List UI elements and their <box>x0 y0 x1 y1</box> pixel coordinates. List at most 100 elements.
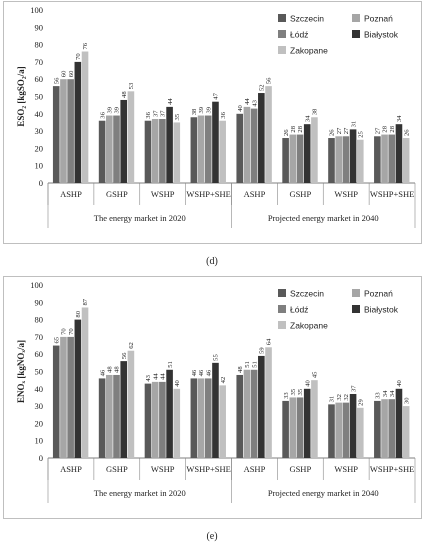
category-label-d-3: WSHP+SHE <box>186 189 230 199</box>
data-label-e-7-0: 33 <box>375 392 382 399</box>
data-label-e-1-4: 62 <box>128 342 135 349</box>
y-tick-label-e-2: 20 <box>35 418 44 428</box>
bar-d-5-0 <box>282 138 289 183</box>
bar-d-0-3 <box>74 61 82 183</box>
y-tick-label-d-6: 60 <box>35 74 44 84</box>
data-label-d-5-2: 28 <box>297 125 304 132</box>
data-label-e-6-3: 37 <box>350 385 357 392</box>
y-axis-label-d: ESO₂ [kgSO₂/a] <box>16 66 26 126</box>
legend-label-d-3: Białystok <box>364 30 399 40</box>
data-label-e-0-1: 70 <box>61 328 68 335</box>
data-label-d-6-3: 31 <box>350 121 357 128</box>
bar-d-7-4 <box>402 138 410 183</box>
bar-d-4-1 <box>243 106 251 183</box>
data-label-e-5-0: 33 <box>283 392 290 399</box>
y-tick-label-e-7: 70 <box>35 332 44 342</box>
group-label-e-1: Projected energy market in 2040 <box>268 488 379 498</box>
bar-d-6-2 <box>342 136 350 183</box>
group-label-e-0: The energy market in 2020 <box>94 488 186 498</box>
bar-e-0-3 <box>74 319 82 458</box>
y-tick-label-d-0: 0 <box>39 178 43 188</box>
data-label-d-5-0: 26 <box>283 129 290 136</box>
data-label-d-0-3: 70 <box>75 53 82 60</box>
category-label-d-2: WSHP <box>151 189 175 199</box>
chart-border-d <box>3 1 422 244</box>
bar-e-4-2 <box>250 369 258 458</box>
bar-e-2-1 <box>151 381 159 458</box>
data-label-d-1-0: 36 <box>99 111 106 118</box>
bar-d-2-3 <box>166 106 173 183</box>
bar-e-1-0 <box>98 378 106 458</box>
y-tick-label-e-3: 30 <box>35 401 44 411</box>
bar-e-1-3 <box>120 361 128 458</box>
bar-e-4-3 <box>258 355 265 458</box>
bar-d-1-1 <box>106 115 113 183</box>
bar-d-7-2 <box>388 134 396 183</box>
category-label-d-4: ASHP <box>244 189 266 199</box>
data-label-e-3-4: 42 <box>220 377 227 384</box>
category-label-e-6: WSHP <box>334 464 358 474</box>
bar-d-6-1 <box>335 136 342 183</box>
y-tick-label-e-1: 10 <box>35 436 44 446</box>
data-label-e-2-3: 51 <box>167 361 174 368</box>
data-label-d-6-0: 26 <box>329 129 336 136</box>
bar-e-2-3 <box>166 369 173 458</box>
data-label-d-7-4: 26 <box>403 129 410 136</box>
legend-swatch-e-2 <box>278 305 286 313</box>
data-label-e-4-2: 51 <box>251 361 258 368</box>
data-label-d-4-2: 43 <box>251 99 258 106</box>
y-tick-label-d-3: 30 <box>35 126 44 136</box>
legend-swatch-e-4 <box>278 321 286 329</box>
data-label-d-4-4: 56 <box>266 77 273 84</box>
data-label-d-6-4: 25 <box>357 130 364 137</box>
data-label-e-3-2: 46 <box>205 369 212 376</box>
bar-d-3-0 <box>190 117 198 183</box>
data-label-e-4-0: 48 <box>237 366 244 373</box>
data-label-e-4-3: 59 <box>259 347 266 354</box>
legend-swatch-d-3 <box>352 30 360 38</box>
data-label-d-0-4: 76 <box>82 42 89 49</box>
bar-e-6-2 <box>342 402 350 458</box>
data-label-d-0-2: 60 <box>68 70 75 77</box>
bar-e-3-0 <box>190 378 198 458</box>
legend-label-d-2: Łódź <box>290 30 308 40</box>
data-label-d-2-4: 35 <box>174 113 181 120</box>
legend-swatch-d-1 <box>352 14 360 22</box>
data-label-e-6-2: 32 <box>343 394 350 401</box>
bar-d-2-2 <box>159 118 166 183</box>
bar-e-0-1 <box>60 336 67 458</box>
bar-e-2-2 <box>159 381 166 458</box>
legend-swatch-d-0 <box>278 14 286 22</box>
y-tick-label-e-4: 40 <box>35 384 44 394</box>
data-label-d-6-2: 27 <box>343 127 350 134</box>
data-label-e-1-0: 46 <box>99 369 106 376</box>
data-label-d-0-0: 56 <box>53 77 60 84</box>
data-label-d-7-3: 34 <box>396 115 403 122</box>
data-label-d-3-0: 38 <box>191 108 198 115</box>
legend-swatch-d-2 <box>278 30 286 38</box>
y-tick-label-e-0: 0 <box>39 453 43 463</box>
data-label-e-1-3: 56 <box>121 352 128 359</box>
bar-d-3-2 <box>204 115 212 183</box>
chart-border-e <box>3 276 422 519</box>
y-tick-label-e-10: 100 <box>30 280 43 290</box>
category-label-e-4: ASHP <box>244 464 266 474</box>
bar-e-5-3 <box>303 388 311 458</box>
bar-e-0-2 <box>67 336 74 458</box>
data-label-e-2-1: 44 <box>152 373 159 380</box>
bar-d-5-4 <box>311 117 318 183</box>
y-tick-label-d-10: 100 <box>30 5 43 15</box>
bar-e-7-2 <box>388 399 396 458</box>
category-label-d-7: WSHP+SHE <box>370 189 414 199</box>
bar-e-3-3 <box>212 362 219 458</box>
data-label-d-5-3: 34 <box>304 115 311 122</box>
bar-d-3-4 <box>219 120 226 183</box>
y-axis-label-e: ENOₓ [kgNOₓ/a] <box>16 340 26 403</box>
bar-d-4-2 <box>250 108 258 183</box>
data-label-d-7-0: 27 <box>375 127 382 134</box>
legend-label-e-2: Łódź <box>290 305 308 315</box>
bar-e-3-1 <box>197 378 205 458</box>
legend-label-d-0: Szczecin <box>290 14 324 24</box>
y-tick-label-e-5: 50 <box>35 367 44 377</box>
